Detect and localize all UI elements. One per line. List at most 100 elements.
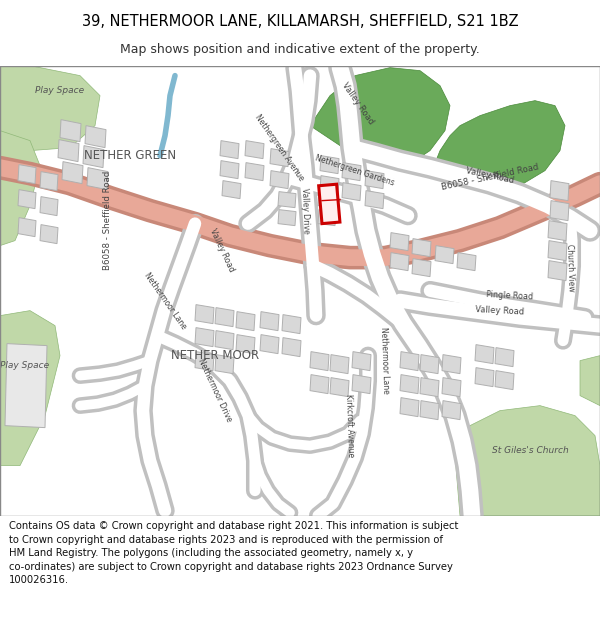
Polygon shape: [320, 176, 339, 194]
Polygon shape: [495, 371, 514, 389]
Text: St Giles's Church: St Giles's Church: [491, 446, 568, 455]
Polygon shape: [278, 192, 296, 208]
Polygon shape: [270, 171, 289, 189]
Polygon shape: [40, 172, 58, 191]
Polygon shape: [220, 141, 239, 159]
Polygon shape: [330, 354, 349, 374]
Text: Valley Drive: Valley Drive: [300, 188, 310, 234]
Polygon shape: [318, 209, 336, 226]
Polygon shape: [260, 312, 279, 331]
Text: Play Space: Play Space: [35, 86, 85, 95]
Polygon shape: [430, 101, 565, 191]
Polygon shape: [548, 221, 567, 241]
Polygon shape: [495, 348, 514, 367]
Polygon shape: [83, 146, 104, 168]
Polygon shape: [260, 334, 279, 354]
Polygon shape: [475, 368, 494, 387]
Polygon shape: [412, 239, 431, 257]
Polygon shape: [195, 328, 214, 347]
Polygon shape: [18, 189, 36, 209]
Text: Nethermoor Drive: Nethermoor Drive: [196, 357, 233, 424]
Polygon shape: [400, 374, 419, 394]
Text: Map shows position and indicative extent of the property.: Map shows position and indicative extent…: [120, 42, 480, 56]
Polygon shape: [236, 334, 255, 354]
Polygon shape: [215, 308, 234, 327]
Polygon shape: [310, 68, 450, 166]
Text: Contains OS data © Crown copyright and database right 2021. This information is : Contains OS data © Crown copyright and d…: [9, 521, 458, 586]
Polygon shape: [270, 149, 289, 167]
Text: Church View: Church View: [565, 244, 575, 292]
Text: Nethergreen Gardens: Nethergreen Gardens: [314, 154, 396, 188]
Polygon shape: [550, 181, 569, 201]
Polygon shape: [580, 356, 600, 406]
Polygon shape: [282, 338, 301, 357]
Polygon shape: [420, 354, 439, 374]
Polygon shape: [18, 164, 36, 184]
Polygon shape: [310, 352, 329, 371]
Text: Pingle Road: Pingle Road: [486, 290, 534, 301]
Polygon shape: [18, 217, 36, 237]
Polygon shape: [475, 344, 494, 364]
Polygon shape: [318, 192, 336, 208]
Polygon shape: [0, 311, 60, 466]
Text: Valley Road: Valley Road: [340, 81, 376, 126]
Polygon shape: [245, 141, 264, 159]
Polygon shape: [60, 119, 81, 142]
Polygon shape: [342, 162, 361, 181]
Polygon shape: [236, 312, 255, 331]
Polygon shape: [400, 398, 419, 417]
Text: NETHER GREEN: NETHER GREEN: [84, 149, 176, 162]
Polygon shape: [455, 406, 600, 516]
Polygon shape: [282, 314, 301, 334]
Polygon shape: [5, 344, 47, 428]
Text: Valley Road: Valley Road: [465, 166, 515, 185]
Polygon shape: [365, 171, 384, 189]
Polygon shape: [310, 374, 329, 394]
Text: Kirkcroft Avenue: Kirkcroft Avenue: [344, 394, 356, 458]
Polygon shape: [420, 378, 439, 397]
Text: Nethermoor Lane: Nethermoor Lane: [142, 271, 188, 331]
Polygon shape: [40, 197, 58, 216]
Text: Valley Road: Valley Road: [208, 228, 236, 274]
Polygon shape: [550, 201, 569, 221]
Polygon shape: [278, 209, 296, 226]
Polygon shape: [85, 126, 106, 148]
Polygon shape: [0, 131, 40, 246]
Text: Play Space: Play Space: [1, 361, 50, 370]
Polygon shape: [442, 378, 461, 397]
Polygon shape: [420, 401, 439, 419]
Polygon shape: [548, 261, 567, 281]
Polygon shape: [195, 352, 214, 371]
Polygon shape: [435, 246, 454, 264]
Text: NETHER MOOR: NETHER MOOR: [171, 349, 259, 362]
Polygon shape: [220, 161, 239, 179]
Text: 39, NETHERMOOR LANE, KILLAMARSH, SHEFFIELD, S21 1BZ: 39, NETHERMOOR LANE, KILLAMARSH, SHEFFIE…: [82, 14, 518, 29]
Polygon shape: [342, 182, 361, 201]
Polygon shape: [457, 253, 476, 271]
Polygon shape: [215, 354, 234, 374]
Polygon shape: [215, 331, 234, 349]
Polygon shape: [352, 352, 371, 371]
Polygon shape: [222, 181, 241, 199]
Polygon shape: [365, 191, 384, 209]
Text: Nethermoor Lane: Nethermoor Lane: [379, 327, 391, 394]
Polygon shape: [245, 162, 264, 181]
Polygon shape: [390, 232, 409, 251]
Polygon shape: [442, 354, 461, 374]
Text: B6058 - Sheffield Road: B6058 - Sheffield Road: [440, 163, 539, 192]
Polygon shape: [412, 259, 431, 277]
Polygon shape: [195, 304, 214, 324]
Polygon shape: [62, 162, 83, 184]
Text: B6058 - Sheffield Road: B6058 - Sheffield Road: [104, 171, 113, 270]
Polygon shape: [87, 168, 108, 189]
Text: Nethergreen Avenue: Nethergreen Avenue: [253, 112, 305, 182]
Bar: [319, 184, 340, 224]
Polygon shape: [40, 224, 58, 244]
Polygon shape: [400, 352, 419, 371]
Polygon shape: [0, 66, 100, 151]
Polygon shape: [330, 378, 349, 397]
Polygon shape: [548, 241, 567, 261]
Polygon shape: [442, 401, 461, 419]
Polygon shape: [58, 139, 79, 162]
Polygon shape: [352, 374, 371, 394]
